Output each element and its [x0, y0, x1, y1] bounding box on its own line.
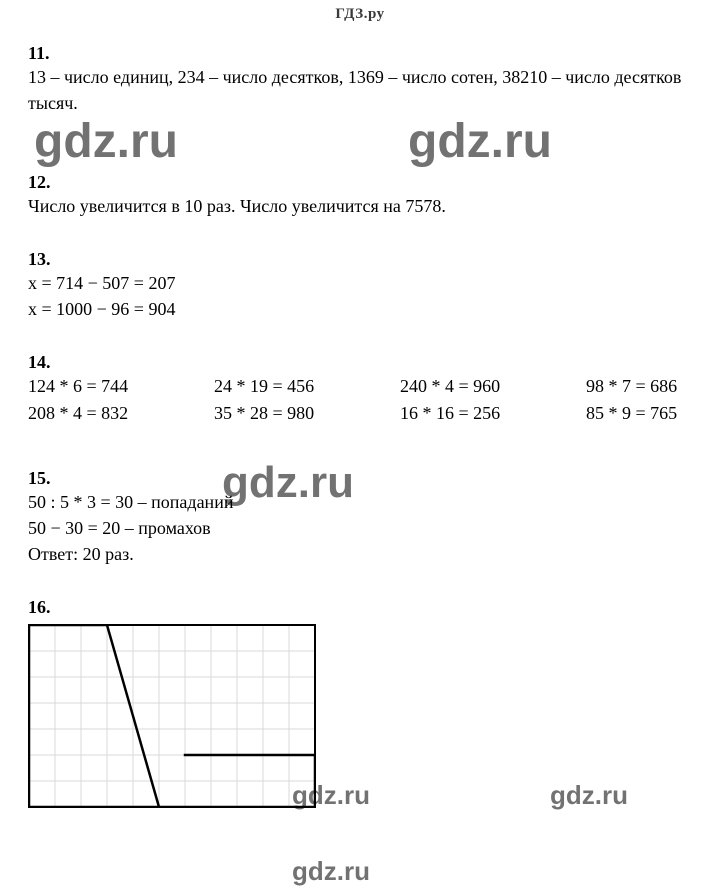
- problem-11: 11. 13 – число единиц, 234 – число десят…: [28, 43, 692, 116]
- solution-line: 50 : 5 * 3 = 30 – попаданий: [28, 489, 692, 515]
- problem-number: 14.: [28, 352, 692, 373]
- calc-cell: 35 * 28 = 980: [214, 400, 400, 426]
- problem-16: 16.: [28, 597, 692, 808]
- answer-line: Ответ: 20 раз.: [28, 541, 692, 567]
- problem-14: 14. 124 * 6 = 744 24 * 19 = 456 240 * 4 …: [28, 352, 692, 425]
- problem-number: 12.: [28, 172, 692, 193]
- calc-row: 208 * 4 = 832 35 * 28 = 980 16 * 16 = 25…: [28, 400, 692, 426]
- problem-13: 13. x = 714 − 507 = 207 x = 1000 − 96 = …: [28, 249, 692, 322]
- problem-text: Число увеличится в 10 раз. Число увеличи…: [28, 193, 692, 219]
- problem-15: 15. 50 : 5 * 3 = 30 – попаданий 50 − 30 …: [28, 468, 692, 567]
- calc-cell: 124 * 6 = 744: [28, 373, 214, 399]
- calc-row: 124 * 6 = 744 24 * 19 = 456 240 * 4 = 96…: [28, 373, 692, 399]
- calc-cell: 85 * 9 = 765: [586, 400, 720, 426]
- solution-line: 50 − 30 = 20 – промахов: [28, 515, 692, 541]
- calc-cell: 24 * 19 = 456: [214, 373, 400, 399]
- problem-number: 11.: [28, 43, 692, 64]
- problem-number: 16.: [28, 597, 692, 618]
- grid-svg: [28, 624, 316, 808]
- problem-12: 12. Число увеличится в 10 раз. Число уве…: [28, 172, 692, 219]
- calc-cell: 208 * 4 = 832: [28, 400, 214, 426]
- calc-cell: 16 * 16 = 256: [400, 400, 586, 426]
- problem-number: 15.: [28, 468, 692, 489]
- problem-number: 13.: [28, 249, 692, 270]
- site-header: ГДЗ.ру: [0, 0, 720, 23]
- equation-line: x = 1000 − 96 = 904: [28, 296, 692, 322]
- header-title: ГДЗ.ру: [335, 6, 384, 22]
- content-area: 11. 13 – число единиц, 234 – число десят…: [0, 23, 720, 808]
- calc-cell: 98 * 7 = 686: [586, 373, 720, 399]
- problem-text: 13 – число единиц, 234 – число десятков,…: [28, 64, 692, 116]
- watermark-text: gdz.ru: [292, 856, 370, 887]
- equation-line: x = 714 − 507 = 207: [28, 270, 692, 296]
- page-root: ГДЗ.ру 11. 13 – число единиц, 234 – числ…: [0, 0, 720, 889]
- grid-diagram: [28, 624, 692, 808]
- calc-cell: 240 * 4 = 960: [400, 373, 586, 399]
